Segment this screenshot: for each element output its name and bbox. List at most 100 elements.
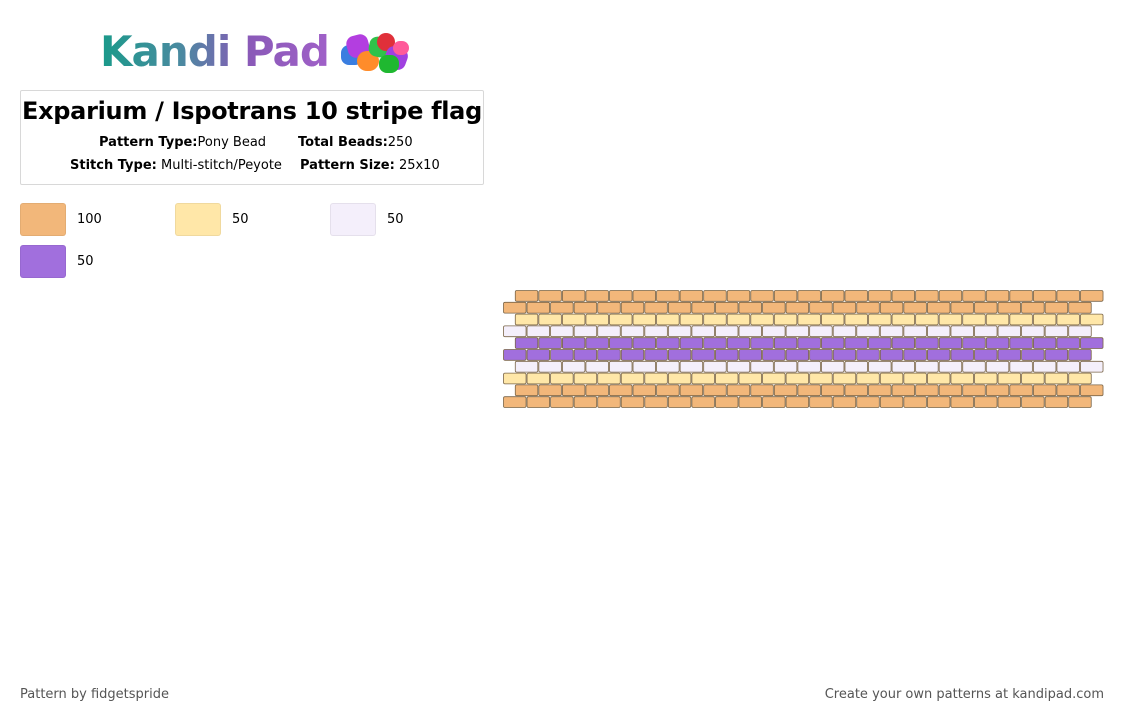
- bead: [550, 372, 574, 385]
- bead: [903, 396, 927, 408]
- bead: [526, 372, 550, 385]
- color-swatch-item: 50: [330, 203, 404, 236]
- kandi-pad-logo[interactable]: Kandi Pad: [100, 26, 417, 76]
- bead: [891, 360, 916, 373]
- bead: [573, 301, 598, 314]
- bead: [762, 372, 786, 385]
- bead: [1021, 325, 1045, 338]
- bead: [561, 290, 586, 302]
- bead: [514, 290, 539, 302]
- pattern-type-value: Pony Bead: [197, 135, 267, 150]
- bead: [726, 313, 751, 326]
- bead: [679, 337, 704, 349]
- create-patterns-link[interactable]: Create your own patterns at kandipad.com: [824, 687, 1104, 702]
- bead: [974, 301, 998, 314]
- bead: [691, 325, 715, 338]
- color-swatch-item: 100: [20, 203, 102, 236]
- bead: [609, 290, 633, 302]
- bead: [903, 325, 927, 338]
- bead: [903, 349, 927, 361]
- bead: [597, 325, 621, 338]
- bead: [703, 290, 727, 302]
- bead: [726, 290, 751, 302]
- bead: [644, 396, 668, 408]
- bead: [585, 313, 609, 326]
- bead: [985, 384, 1010, 397]
- bead: [644, 325, 668, 338]
- bead: [561, 337, 586, 349]
- bead: [926, 325, 951, 338]
- bead: [985, 313, 1010, 326]
- bead: [997, 325, 1021, 338]
- bead: [750, 337, 774, 349]
- color-swatch-item: 50: [175, 203, 249, 236]
- color-swatch-item: 50: [20, 245, 94, 278]
- bead: [514, 337, 539, 349]
- bead: [1032, 384, 1057, 397]
- bead: [915, 360, 939, 373]
- bead: [550, 396, 574, 408]
- bead: [997, 372, 1021, 385]
- bead: [1009, 313, 1033, 326]
- bead: [950, 325, 974, 338]
- bead: [1068, 301, 1092, 314]
- bead: [503, 372, 527, 385]
- pattern-author: Pattern by fidgetspride: [20, 687, 169, 702]
- bead: [938, 337, 963, 349]
- bead: [773, 290, 798, 302]
- bead: [915, 290, 939, 302]
- bead: [1021, 396, 1045, 408]
- bead: [1056, 384, 1080, 397]
- bead: [950, 372, 974, 385]
- bead: [1080, 337, 1104, 349]
- bead: [503, 301, 527, 314]
- bead: [821, 337, 845, 349]
- bead: [997, 396, 1021, 408]
- bead: [1068, 372, 1092, 385]
- bead: [879, 301, 904, 314]
- stitch-type: Stitch Type: Multi-stitch/Peyote: [70, 158, 282, 173]
- total-beads-label: Total Beads:: [298, 135, 388, 150]
- bead: [809, 325, 833, 338]
- bead: [832, 349, 857, 361]
- bead: [1021, 349, 1045, 361]
- bead: [632, 384, 656, 397]
- bead: [726, 384, 751, 397]
- bead: [938, 360, 963, 373]
- bead: [514, 384, 539, 397]
- bead: [597, 301, 621, 314]
- bead: [679, 313, 704, 326]
- bead: [538, 337, 562, 349]
- bead: [773, 360, 798, 373]
- bead: [620, 372, 645, 385]
- bead: [962, 290, 986, 302]
- bead: [550, 301, 574, 314]
- bead: [1044, 396, 1069, 408]
- bead: [856, 325, 880, 338]
- bead: [868, 313, 892, 326]
- bead: [715, 372, 739, 385]
- bead: [691, 396, 715, 408]
- bead: [762, 349, 786, 361]
- bead: [679, 290, 704, 302]
- pattern-type: Pattern Type:Pony Bead: [99, 135, 266, 150]
- bead: [773, 313, 798, 326]
- bead: [656, 337, 680, 349]
- bead: [785, 372, 810, 385]
- bead: [620, 349, 645, 361]
- bead: [691, 349, 715, 361]
- bead: [750, 384, 774, 397]
- logo-text: Kandi Pad: [100, 26, 330, 76]
- bead: [538, 360, 562, 373]
- bead: [974, 372, 998, 385]
- bead: [938, 290, 963, 302]
- pattern-size-label: Pattern Size:: [300, 158, 395, 173]
- bead: [550, 325, 574, 338]
- bead: [1068, 325, 1092, 338]
- bead: [514, 313, 539, 326]
- bead: [891, 337, 916, 349]
- bead: [1044, 325, 1069, 338]
- bead: [609, 337, 633, 349]
- bead: [1044, 372, 1069, 385]
- bead: [938, 313, 963, 326]
